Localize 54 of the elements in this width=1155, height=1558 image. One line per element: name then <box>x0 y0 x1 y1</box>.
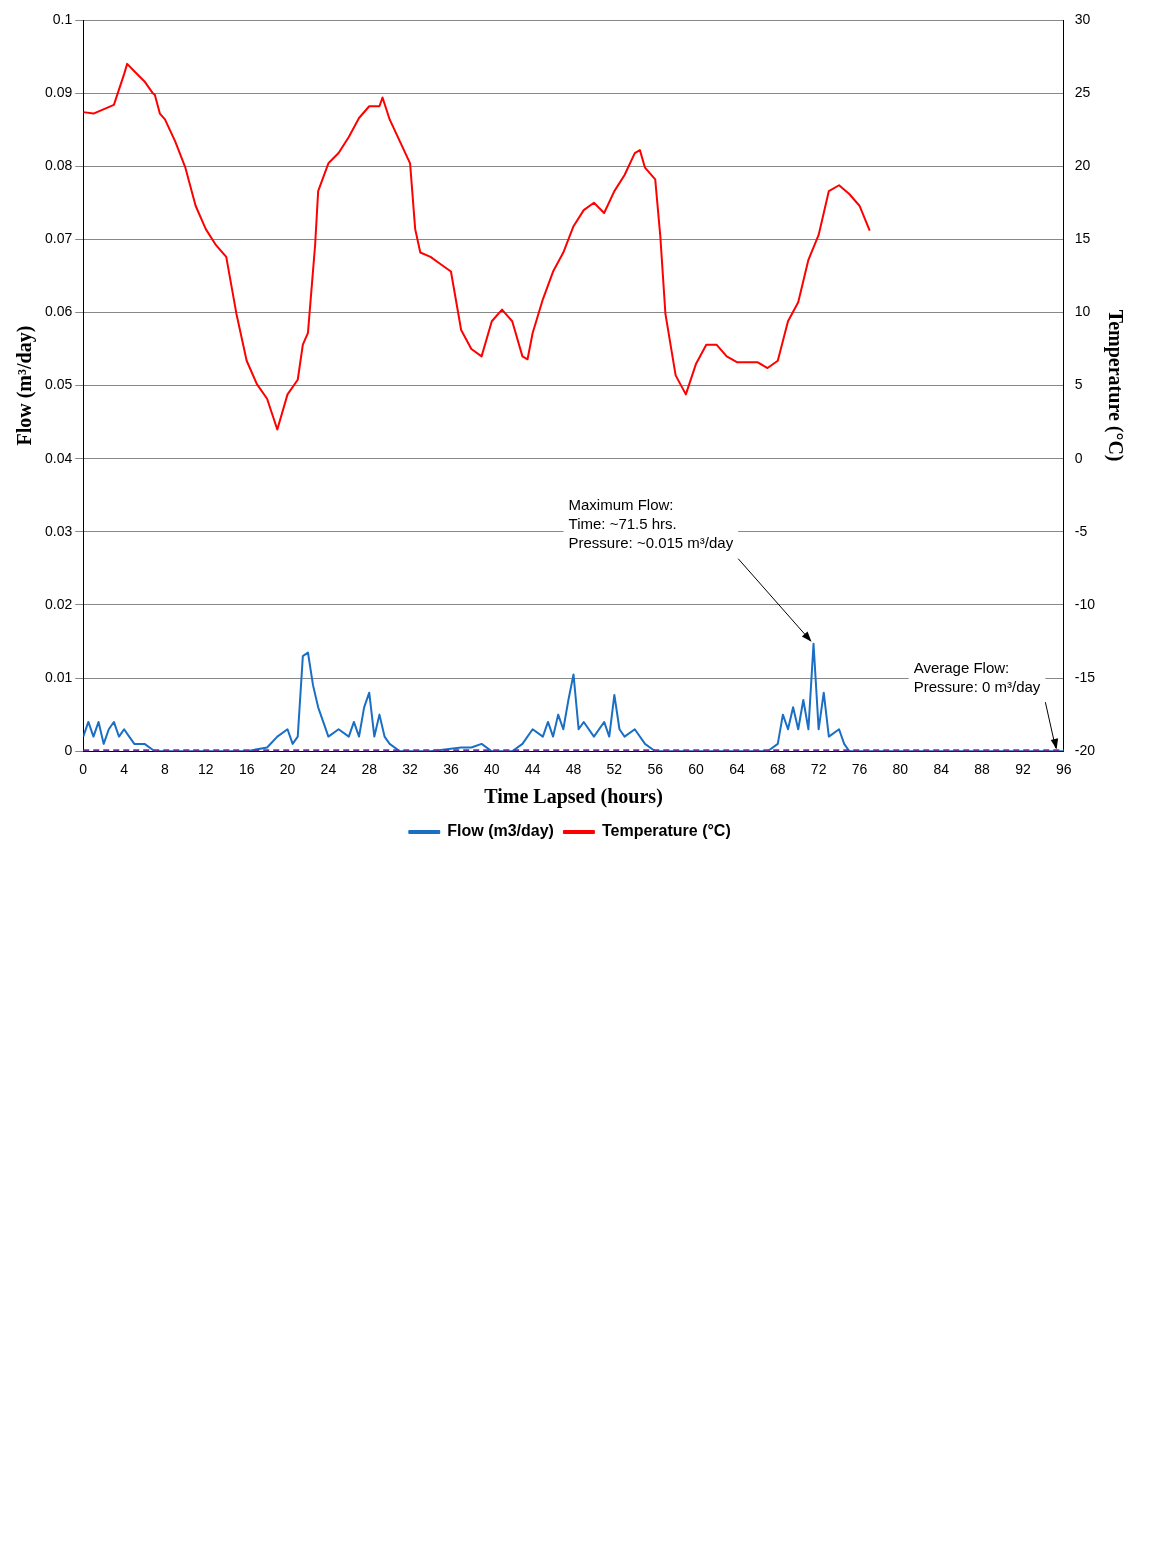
y-tick-label: 0.09 <box>45 83 73 100</box>
y2-tick-label: 10 <box>1074 303 1091 320</box>
y-tick-label: 0.05 <box>45 376 73 393</box>
y2-tick-label: 15 <box>1074 230 1091 247</box>
y2-tick-label: -5 <box>1074 522 1088 539</box>
annotation: Maximum Flow: Time: ~71.5 hrs. Pressure: ~0.015 m³/day <box>568 496 734 552</box>
x-tick-label: 60 <box>688 761 705 778</box>
x-tick-label: 80 <box>892 761 909 778</box>
x-tick-label: 36 <box>443 761 459 778</box>
y2-tick-label: 20 <box>1074 157 1091 174</box>
y2-tick-label: -20 <box>1074 742 1096 759</box>
x-tick-label: 88 <box>974 761 991 778</box>
x-tick-label: 84 <box>933 761 950 778</box>
y2-axis-title: Temperature (°C) <box>1103 309 1127 462</box>
annotation: Average Flow: Pressure: 0 m³/day <box>913 658 1041 695</box>
x-tick-label: 48 <box>565 761 582 778</box>
y2-tick-label: 30 <box>1074 10 1091 27</box>
y-tick-label: 0.08 <box>45 157 73 174</box>
legend-label: Flow (m3/day) <box>447 822 554 840</box>
y2-tick-label: -15 <box>1074 668 1096 685</box>
y2-tick-label: -10 <box>1074 595 1096 612</box>
x-tick-label: 44 <box>524 761 541 778</box>
y-tick-label: 0.06 <box>45 303 73 320</box>
y-axis-title: Flow (m³/day) <box>13 325 37 446</box>
y2-tick-label: 25 <box>1074 83 1091 100</box>
x-tick-label: 52 <box>606 761 623 778</box>
x-tick-label: 4 <box>120 761 129 778</box>
y-tick-label: 0.01 <box>45 668 73 685</box>
x-tick-label: 12 <box>198 761 214 778</box>
x-tick-label: 28 <box>361 761 378 778</box>
y2-tick-label: 5 <box>1074 376 1083 393</box>
x-tick-label: 68 <box>769 761 786 778</box>
x-tick-label: 16 <box>238 761 255 778</box>
x-axis-title: Time Lapsed (hours) <box>484 785 663 809</box>
y-tick-label: 0.02 <box>45 595 73 612</box>
x-tick-label: 0 <box>79 761 88 778</box>
x-tick-label: 8 <box>161 761 170 778</box>
legend-label: Temperature (°C) <box>601 822 731 840</box>
x-tick-label: 76 <box>851 761 868 778</box>
y-tick-label: 0.04 <box>45 449 73 466</box>
x-tick-label: 56 <box>647 761 664 778</box>
x-tick-label: 40 <box>484 761 500 778</box>
x-tick-label: 96 <box>1055 761 1072 778</box>
x-tick-label: 64 <box>729 761 745 778</box>
y2-tick-label: 0 <box>1074 449 1083 466</box>
x-tick-label: 32 <box>402 761 419 778</box>
x-tick-label: 24 <box>320 761 337 778</box>
x-tick-label: 72 <box>810 761 827 778</box>
y-tick-label: 0.03 <box>45 522 73 539</box>
y-tick-label: 0.1 <box>52 10 73 27</box>
x-tick-label: 20 <box>279 761 296 778</box>
y-tick-label: 0 <box>64 742 73 759</box>
y-tick-label: 0.07 <box>45 230 73 247</box>
x-tick-label: 92 <box>1015 761 1031 778</box>
